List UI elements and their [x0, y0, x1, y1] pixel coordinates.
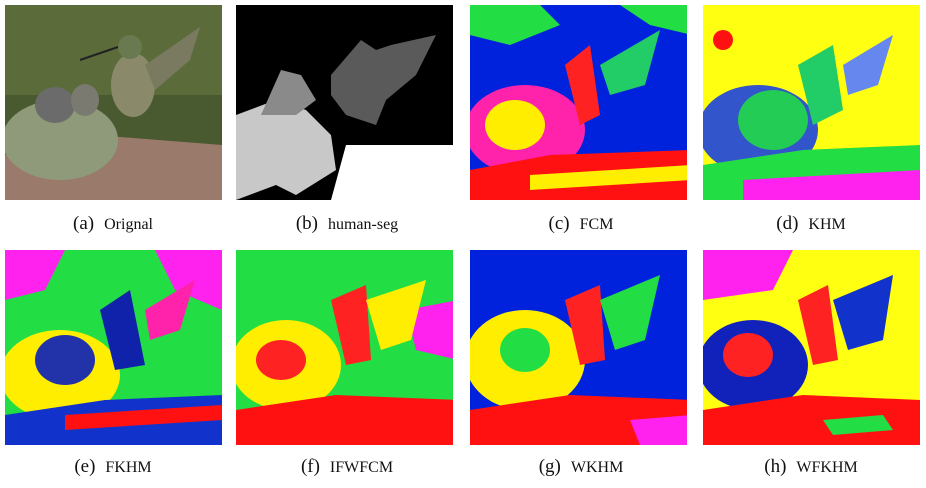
image-wfkhm: [698, 250, 920, 445]
caption: (f) IFWFCM: [301, 456, 393, 477]
caption-text: WFKHM: [796, 459, 857, 476]
image-wkhm: [465, 250, 692, 445]
image-ifwfcm: [231, 250, 458, 445]
caption: (h) WFKHM: [764, 456, 858, 477]
caption: (e) FKHM: [74, 456, 151, 477]
caption-tag: (a): [73, 213, 94, 234]
caption: (g) WKHM: [539, 456, 624, 477]
caption-tag: (f): [301, 456, 320, 477]
caption: (a) Orignal: [73, 213, 154, 234]
caption-tag: (b): [296, 213, 318, 234]
caption-tag: (h): [764, 456, 786, 477]
figure: (a) Orignal (b) human-seg (c) FCM (d) KHM (e) FKH…: [0, 0, 926, 488]
caption-tag: (d): [776, 213, 798, 234]
caption-text: IFWFCM: [330, 459, 393, 476]
caption-tag: (g): [539, 456, 561, 477]
image-khm: [698, 5, 920, 200]
caption-tag: (c): [549, 213, 570, 234]
caption-text: Orignal: [104, 216, 153, 233]
image-fkhm: [0, 250, 222, 445]
caption: (b) human-seg: [296, 213, 398, 234]
caption-text: FKHM: [105, 459, 151, 476]
caption-text: human-seg: [328, 216, 398, 233]
caption-text: FCM: [580, 216, 614, 233]
caption-text: WKHM: [571, 459, 623, 476]
image-original: [2, 5, 222, 200]
caption: (d) KHM: [776, 213, 846, 234]
caption: (c) FCM: [549, 213, 614, 234]
page: {"figure": {"panels": [ {"tag": "(a)", "…: [0, 0, 926, 488]
caption-text: KHM: [808, 216, 845, 233]
image-human-seg: [236, 5, 458, 200]
image-fcm: [465, 5, 692, 200]
caption-tag: (e): [74, 456, 95, 477]
